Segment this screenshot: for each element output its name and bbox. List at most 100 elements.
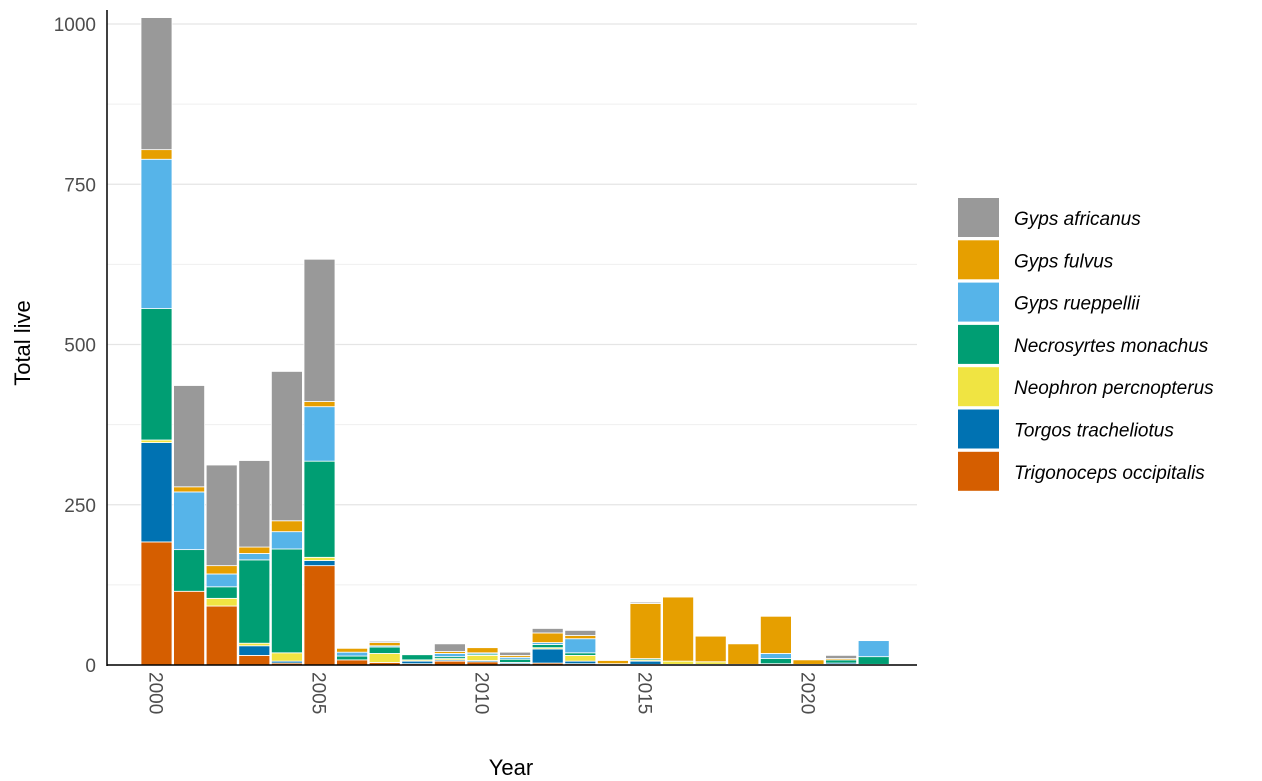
bar-segment — [238, 654, 271, 666]
y-tick-label: 250 — [64, 496, 96, 517]
bar-segment — [205, 573, 238, 588]
legend-swatch — [958, 324, 999, 364]
bar-segment — [303, 556, 336, 561]
bar-segment — [303, 406, 336, 462]
bar-segment — [499, 651, 532, 656]
legend-swatch — [958, 451, 999, 491]
bar-segment — [792, 659, 825, 665]
bar-segment — [140, 149, 173, 160]
legend-label: Necrosyrtes monachus — [1014, 336, 1209, 357]
bar-segment — [368, 642, 401, 647]
bar-segment — [270, 531, 303, 550]
legend-swatch — [958, 367, 999, 407]
legend-label: Gyps africanus — [1014, 209, 1141, 230]
y-tick-labels: 0 250 500 750 1000 — [54, 15, 96, 677]
legend: Gyps africanus Gyps fulvus Gyps rueppellii… — [958, 198, 1214, 491]
bar-segment — [303, 258, 336, 402]
x-tick-label: 2010 — [471, 672, 492, 714]
bar-segment — [433, 643, 466, 652]
x-tick-label: 2005 — [308, 672, 329, 714]
bar-segment — [303, 565, 336, 666]
x-axis-title: Year — [489, 755, 533, 780]
bar-segment — [401, 654, 434, 661]
bar-segment — [694, 635, 727, 663]
bar-segment — [173, 491, 206, 551]
y-tick-label: 1000 — [54, 15, 96, 36]
bar-segment — [173, 590, 206, 666]
bar-segment — [564, 629, 597, 636]
bar-segment — [140, 158, 173, 310]
bar-segment — [629, 601, 662, 604]
bar-segment — [303, 401, 336, 408]
bar-segment — [564, 635, 597, 640]
legend-swatch — [958, 240, 999, 280]
bar-segment — [303, 460, 336, 558]
x-tick-label: 2000 — [145, 672, 166, 714]
bar-segment — [336, 655, 369, 661]
bar-segment — [205, 597, 238, 607]
bar-segment — [140, 17, 173, 151]
bar-segment — [531, 648, 564, 664]
bar-segment — [433, 653, 466, 658]
bar-segment — [466, 647, 499, 654]
bar-segment — [270, 652, 303, 662]
bar-segment — [270, 371, 303, 522]
x-tick-labels: 2000 2005 2010 2015 2020 — [145, 672, 818, 714]
bar-segment — [760, 615, 792, 654]
bar-segment — [205, 586, 238, 599]
bar-segment — [368, 640, 401, 643]
legend-label: Gyps rueppellii — [1014, 294, 1140, 315]
x-tick-label: 2015 — [634, 672, 655, 714]
bar-segment — [238, 460, 271, 548]
y-tick-label: 0 — [85, 656, 96, 677]
bar-segment — [173, 486, 206, 493]
bars — [140, 17, 890, 666]
legend-swatch — [958, 409, 999, 449]
bar-segment — [760, 653, 792, 659]
bar-segment — [531, 632, 564, 643]
bar-segment — [857, 640, 890, 658]
legend-label: Neophron percnopterus — [1014, 378, 1214, 399]
bar-segment — [173, 385, 206, 488]
bar-segment — [270, 520, 303, 533]
bar-segment — [825, 659, 857, 664]
bar-segment — [466, 654, 499, 661]
y-tick-label: 500 — [64, 336, 96, 357]
legend-label: Gyps fulvus — [1014, 251, 1114, 272]
bar-segment — [140, 308, 173, 441]
bar-segment — [760, 658, 792, 665]
bar-segment — [662, 596, 694, 662]
bar-segment — [368, 653, 401, 663]
bar-segment — [368, 646, 401, 654]
bar-segment — [531, 644, 564, 649]
bar-segment — [629, 660, 662, 665]
legend-label: Torgos tracheliotus — [1014, 421, 1174, 442]
bar-segment — [629, 603, 662, 659]
bar-segment — [238, 553, 271, 561]
bar-segment — [531, 628, 564, 634]
bar-segment — [303, 560, 336, 567]
legend-label: Trigonoceps occipitalis — [1014, 463, 1205, 484]
bar-segment — [727, 643, 760, 665]
bar-segment — [140, 541, 173, 666]
bar-segment — [336, 651, 369, 657]
y-axis-title: Total live — [10, 300, 35, 386]
bar-segment — [205, 464, 238, 567]
bar-segment — [205, 565, 238, 575]
bar-segment — [564, 638, 597, 654]
bar-segment — [336, 659, 369, 666]
bar-segment — [270, 548, 303, 654]
bar-segment — [336, 647, 369, 653]
bar-segment — [857, 656, 890, 665]
bar-segment — [173, 549, 206, 592]
y-tick-label: 750 — [64, 175, 96, 196]
bar-segment — [662, 660, 694, 665]
legend-swatch — [958, 198, 999, 237]
bar-segment — [140, 442, 173, 543]
bar-segment — [238, 645, 271, 656]
bar-segment — [499, 658, 532, 663]
bar-segment — [238, 559, 271, 644]
bar-segment — [205, 605, 238, 666]
legend-swatch — [958, 282, 999, 322]
